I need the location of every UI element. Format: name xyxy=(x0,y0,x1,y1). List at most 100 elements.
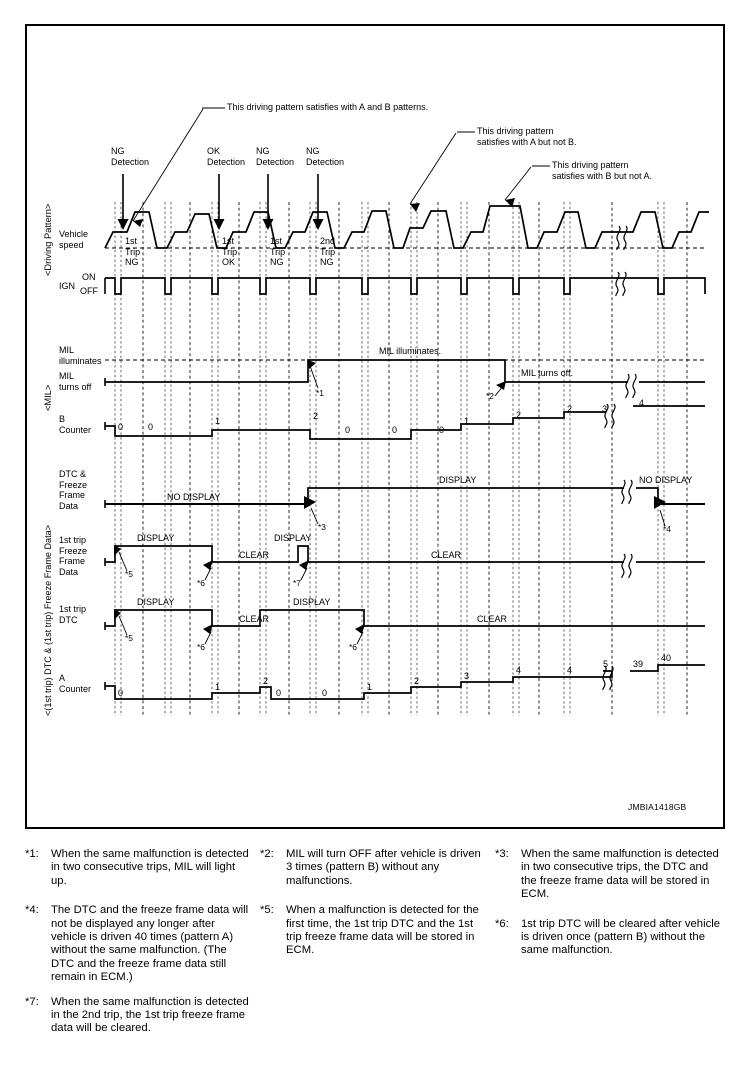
a-counter-value-0: 0 xyxy=(118,688,124,698)
dtc1-row-text-1: CLEAR xyxy=(239,614,270,624)
freeze-row-text-0: DISPLAY xyxy=(137,533,175,543)
footnote-column-1: *1: When the same malfunction is detecte… xyxy=(25,848,260,1047)
a-counter-waveform xyxy=(105,670,613,700)
annotation-a-not-b: This driving pattern satisfies with A bu… xyxy=(477,126,577,147)
a-counter-value-9: 4 xyxy=(567,665,573,675)
dtc1-row-text-2: DISPLAY xyxy=(293,597,331,607)
marker-3: *3 xyxy=(318,522,326,532)
row-label-b-counter: B Counter xyxy=(59,414,92,435)
footnote-text-6: 1st trip DTC will be cleared after vehic… xyxy=(521,917,721,957)
detection-label-0: NG Detection xyxy=(111,146,150,167)
footnote-item-2: *2: MIL will turn OFF after vehicle is d… xyxy=(260,848,487,888)
a-counter-break-squiggle xyxy=(602,665,614,691)
a-counter-value-10: 5 xyxy=(603,659,609,669)
group-label-driving-pattern: <Driving Pattern> xyxy=(43,203,53,276)
b-counter-value-3: 2 xyxy=(313,411,319,421)
footnote-text-3: When the same malfunction is detected in… xyxy=(521,848,719,901)
b-counter-value-6: 0 xyxy=(439,425,445,435)
marker-6-dtc-arrow-b xyxy=(355,624,365,645)
a-counter-value-12: 40 xyxy=(661,653,672,663)
first-trip-freeze-waveform xyxy=(105,545,624,563)
detection-arrowheads xyxy=(117,219,324,230)
footnote-text-2: MIL will turn OFF after vehicle is drive… xyxy=(286,848,481,887)
footnote-column-2: *2: MIL will turn OFF after vehicle is d… xyxy=(260,848,495,1047)
freeze-row-text-2: DISPLAY xyxy=(274,533,312,543)
freeze-row-text-3: CLEAR xyxy=(431,550,462,560)
dtc-row-arrow-3 xyxy=(304,496,316,509)
a-counter-value-7: 3 xyxy=(464,671,470,681)
trip-midline-gridlines xyxy=(142,202,688,716)
annotation-leaders xyxy=(132,107,550,222)
dtc1-row-text-0: DISPLAY xyxy=(137,597,175,607)
freeze-row-break-squiggle xyxy=(621,553,633,579)
group-label-mil: <MIL> xyxy=(43,384,53,411)
b-counter-break-squiggle xyxy=(604,403,616,429)
trip-label-2: 1st Trip NG xyxy=(270,236,286,267)
b-counter-value-0: 0 xyxy=(118,422,124,432)
marker-2: *2 xyxy=(486,391,494,401)
marker-7-freeze: *7 xyxy=(293,578,301,588)
b-counter-value-10: 3 xyxy=(602,404,608,414)
footnote-tag-3: *3: xyxy=(495,848,509,860)
figure-code: JMBIA1418GB xyxy=(628,802,687,812)
row-label-a-counter: A Counter xyxy=(59,673,92,694)
vehicle-speed-waveform xyxy=(104,205,709,249)
row-label-first-trip-dtc: 1st trip DTC xyxy=(59,604,87,625)
marker-3-leader xyxy=(310,507,319,525)
trip-label-1: 1st Trip OK xyxy=(222,236,238,267)
mil-illuminates-text: MIL illuminates. xyxy=(379,346,442,356)
a-counter-value-5: 1 xyxy=(367,682,373,692)
timing-diagram-figure: <Driving Pattern> <MIL> <(1st trip) DTC … xyxy=(25,24,725,829)
marker-1: *1 xyxy=(316,388,324,398)
marker-6-dtc-a: *6 xyxy=(197,642,205,652)
marker-6-freeze-arrow xyxy=(203,560,213,581)
timing-diagram-canvas xyxy=(104,107,709,716)
a-counter-waveform-after-break xyxy=(630,664,705,672)
a-counter-value-6: 2 xyxy=(414,676,420,686)
b-counter-value-9: 2 xyxy=(567,404,573,414)
b-counter-value-1: 0 xyxy=(148,422,154,432)
dtc-row-text-0: NO DISPLAY xyxy=(167,492,221,502)
annotation-a-and-b: This driving pattern satisfies with A an… xyxy=(227,102,429,112)
speed-break-squiggle xyxy=(616,225,628,251)
footnote-item-6: *6: 1st trip DTC will be cleared after v… xyxy=(495,918,722,958)
marker-5-dtc-arrow xyxy=(114,609,128,636)
b-counter-value-8: 2 xyxy=(516,410,522,420)
footnote-tag-2: *2: xyxy=(260,848,274,860)
detection-label-1: OK Detection xyxy=(207,146,246,167)
trip-label-3: 2nd Trip NG xyxy=(320,236,336,267)
footnote-item-3: *3: When the same malfunction is detecte… xyxy=(495,848,722,902)
marker-6-freeze: *6 xyxy=(197,578,205,588)
footnote-tag-7: *7: xyxy=(25,995,39,1008)
group-label-dtc-freeze: <(1st trip) DTC & (1st trip) Freeze Fram… xyxy=(43,524,53,716)
row-label-ign-off: OFF xyxy=(80,286,98,296)
mil-turns-off-text: MIL turns off. xyxy=(521,368,574,378)
footnote-tag-6: *6: xyxy=(495,917,509,930)
dtc-row-text-2: NO DISPLAY xyxy=(639,475,693,485)
b-counter-value-7: 1 xyxy=(464,416,470,426)
dtc-row-arrow-4 xyxy=(654,496,666,509)
footnote-item-5: *5: When a malfunction is detected for t… xyxy=(260,904,487,958)
a-counter-value-1: 1 xyxy=(215,682,221,692)
dtc-row-text-1: DISPLAY xyxy=(439,475,477,485)
marker-7-freeze-arrow xyxy=(299,560,309,581)
footnote-item-4: *4: The DTC and the freeze frame data wi… xyxy=(25,904,252,984)
footnote-text-7: When the same malfunction is detected in… xyxy=(51,995,249,1035)
detection-label-2: NG Detection xyxy=(256,146,295,167)
marker-6-dtc-arrow-a xyxy=(203,624,213,645)
annotation-arrowheads xyxy=(133,198,515,227)
footnote-tag-4: *4: xyxy=(25,904,39,917)
row-label-mil-turns-off: MIL turns off xyxy=(59,371,92,392)
b-counter-value-11: 4 xyxy=(639,398,645,408)
row-label-dtc-freeze-frame-data: DTC & Freeze Frame Data xyxy=(59,469,88,511)
marker-6-dtc-b: *6 xyxy=(349,642,357,652)
marker-5-freeze: *5 xyxy=(125,569,133,579)
trip-label-0: 1st Trip NG xyxy=(125,236,141,267)
footnote-item-1: *1: When the same malfunction is detecte… xyxy=(25,848,252,888)
detection-label-3: NG Detection xyxy=(306,146,345,167)
dtc-freeze-data-waveform-high xyxy=(307,487,624,504)
a-counter-value-2: 2 xyxy=(263,676,269,686)
footnote-text-4: The DTC and the freeze frame data will n… xyxy=(51,904,249,984)
row-label-ign: IGN xyxy=(59,281,76,291)
b-counter-value-5: 0 xyxy=(392,425,398,435)
